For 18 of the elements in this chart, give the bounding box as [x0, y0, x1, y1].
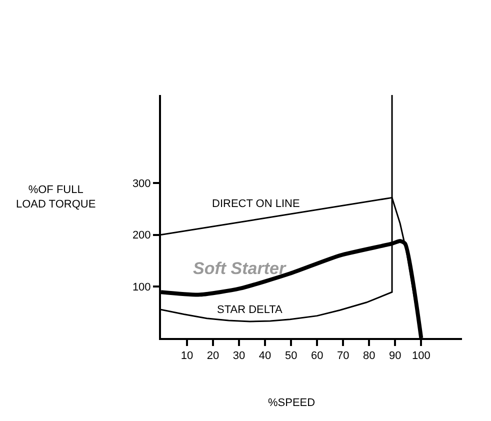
x-tick-label: 30 — [232, 350, 246, 362]
x-tick-label: 70 — [336, 350, 350, 362]
x-axis-title: %SPEED — [268, 397, 316, 409]
y-tick-label: 200 — [132, 230, 151, 242]
x-tick-label: 90 — [389, 350, 402, 362]
y-axis-title: %OF FULL LOAD TORQUE — [16, 184, 96, 210]
x-tick-label: 10 — [180, 350, 194, 362]
series-label: STAR DELTA — [217, 304, 284, 316]
x-tick-label: 80 — [362, 350, 376, 362]
x-tick-label: 40 — [258, 350, 272, 362]
x-tick-label: 50 — [284, 350, 298, 362]
x-tick-label: 60 — [310, 350, 324, 362]
x-tick-label: 20 — [206, 350, 220, 362]
series-label: Soft Starter — [193, 259, 287, 278]
y-tick-label: 300 — [132, 178, 151, 190]
x-tick-label: 100 — [412, 350, 430, 362]
y-tick-label: 100 — [132, 281, 151, 294]
series-label: DIRECT ON LINE — [212, 198, 300, 210]
